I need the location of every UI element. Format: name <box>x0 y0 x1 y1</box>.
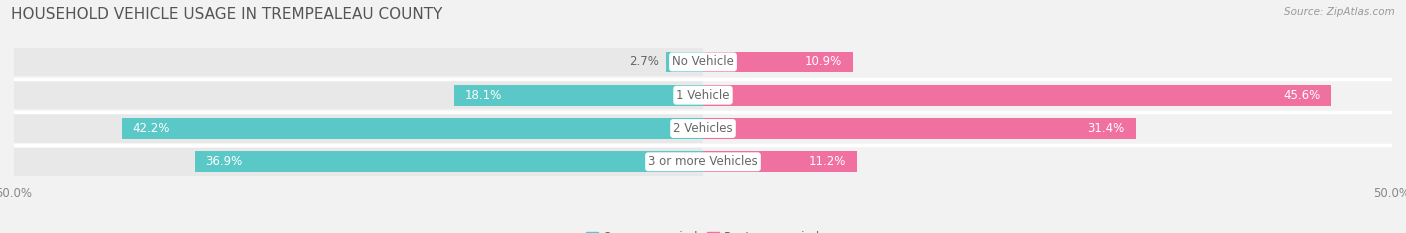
Text: Source: ZipAtlas.com: Source: ZipAtlas.com <box>1284 7 1395 17</box>
Text: 2.7%: 2.7% <box>628 55 659 69</box>
Bar <box>121 118 703 139</box>
Bar <box>194 151 703 172</box>
Text: 36.9%: 36.9% <box>205 155 243 168</box>
Bar <box>14 114 703 143</box>
Bar <box>703 118 1136 139</box>
Bar <box>703 51 853 72</box>
Text: No Vehicle: No Vehicle <box>672 55 734 69</box>
Legend: Owner-occupied, Renter-occupied: Owner-occupied, Renter-occupied <box>581 226 825 233</box>
Text: 10.9%: 10.9% <box>804 55 842 69</box>
Bar <box>703 151 858 172</box>
Text: HOUSEHOLD VEHICLE USAGE IN TREMPEALEAU COUNTY: HOUSEHOLD VEHICLE USAGE IN TREMPEALEAU C… <box>11 7 443 22</box>
Text: 31.4%: 31.4% <box>1087 122 1125 135</box>
Bar <box>454 85 703 106</box>
Bar <box>703 85 1331 106</box>
Text: 3 or more Vehicles: 3 or more Vehicles <box>648 155 758 168</box>
Bar <box>666 51 703 72</box>
Bar <box>14 148 703 176</box>
Bar <box>14 48 703 76</box>
Text: 1 Vehicle: 1 Vehicle <box>676 89 730 102</box>
Text: 18.1%: 18.1% <box>464 89 502 102</box>
Text: 45.6%: 45.6% <box>1284 89 1320 102</box>
Text: 11.2%: 11.2% <box>808 155 846 168</box>
Bar <box>14 81 703 109</box>
Text: 2 Vehicles: 2 Vehicles <box>673 122 733 135</box>
Text: 42.2%: 42.2% <box>132 122 170 135</box>
